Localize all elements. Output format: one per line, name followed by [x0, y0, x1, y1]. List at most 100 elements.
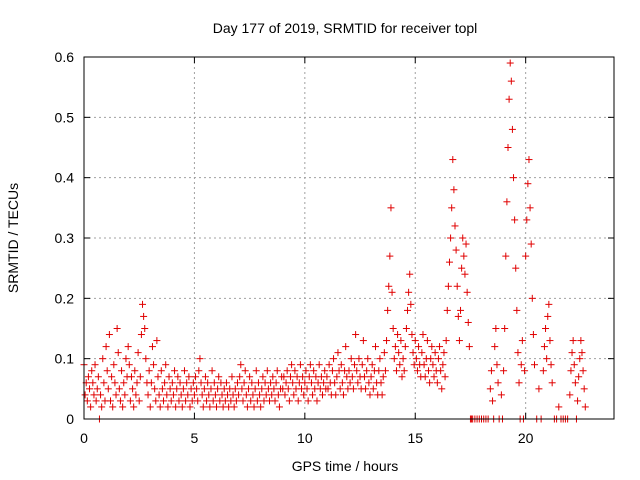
data-point	[132, 391, 140, 399]
data-point	[249, 391, 257, 399]
data-point	[230, 403, 238, 411]
data-point	[192, 373, 200, 381]
data-point	[153, 337, 161, 345]
data-point	[434, 355, 442, 363]
data-point	[196, 355, 204, 363]
y-axis-label: SRMTID / TECUs	[5, 183, 21, 293]
data-point	[463, 288, 471, 296]
data-point	[406, 270, 414, 278]
data-point	[545, 300, 553, 308]
data-point	[438, 385, 446, 393]
data-point	[526, 204, 534, 212]
data-point	[462, 240, 470, 248]
data-point	[134, 349, 142, 357]
data-point	[524, 180, 532, 188]
data-point	[407, 300, 415, 308]
data-point	[148, 343, 156, 351]
data-point	[290, 391, 298, 399]
data-point	[194, 397, 202, 405]
y-tick-label: 0.2	[55, 290, 75, 306]
data-point	[124, 343, 132, 351]
data-point	[167, 397, 175, 405]
data-point	[323, 373, 331, 381]
data-point	[513, 306, 521, 314]
data-point	[531, 361, 538, 369]
data-point	[126, 397, 134, 405]
data-point	[130, 403, 138, 411]
data-point	[325, 361, 333, 369]
data-point	[88, 367, 96, 375]
data-point	[388, 288, 396, 296]
data-point	[169, 391, 177, 399]
data-point	[421, 373, 429, 381]
data-point	[207, 385, 215, 393]
data-point	[102, 343, 110, 351]
data-point	[247, 397, 255, 405]
data-point	[176, 379, 184, 387]
data-point	[415, 343, 423, 351]
data-point	[381, 367, 389, 375]
data-point	[140, 312, 148, 320]
data-point	[428, 343, 436, 351]
data-point	[529, 331, 537, 339]
data-point	[396, 361, 404, 369]
data-point	[515, 379, 523, 387]
data-point	[165, 373, 173, 381]
data-point	[305, 373, 313, 381]
data-point	[118, 367, 126, 375]
data-point	[365, 379, 373, 387]
data-point	[93, 385, 101, 393]
data-point	[399, 355, 407, 363]
data-point	[459, 234, 467, 242]
data-point	[319, 391, 326, 399]
data-point	[338, 379, 346, 387]
data-point	[535, 385, 543, 393]
data-point	[259, 373, 267, 381]
data-point	[363, 367, 371, 375]
data-point	[252, 367, 260, 375]
data-point	[346, 379, 354, 387]
data-point	[333, 373, 341, 381]
data-point	[355, 355, 363, 363]
data-point	[425, 367, 432, 375]
data-point	[354, 379, 362, 387]
data-point	[364, 355, 372, 363]
data-point	[427, 355, 435, 363]
data-point	[97, 391, 105, 399]
x-axis-label: GPS time / hours	[292, 458, 399, 474]
data-point	[366, 391, 374, 399]
data-point	[142, 355, 150, 363]
data-point	[289, 379, 297, 387]
data-point	[91, 361, 99, 369]
data-point	[256, 391, 264, 399]
data-point	[242, 391, 250, 399]
data-point	[240, 379, 248, 387]
data-point	[440, 349, 448, 357]
data-point	[257, 403, 265, 411]
data-point	[271, 397, 279, 405]
data-point	[215, 373, 223, 381]
data-point	[400, 367, 408, 375]
data-point	[86, 385, 94, 393]
data-point	[115, 385, 123, 393]
data-point	[263, 367, 271, 375]
data-point	[510, 174, 518, 182]
data-point	[273, 367, 281, 375]
data-point	[156, 403, 164, 411]
data-point	[385, 282, 393, 290]
data-point	[127, 373, 135, 381]
data-point	[163, 391, 171, 399]
data-point	[302, 367, 310, 375]
data-point	[222, 379, 230, 387]
data-point	[445, 258, 453, 266]
data-point	[486, 385, 494, 393]
data-point	[129, 385, 137, 393]
data-point	[284, 385, 292, 393]
data-point	[152, 397, 160, 405]
data-point	[395, 349, 403, 357]
data-point	[109, 403, 117, 411]
data-point	[512, 264, 520, 272]
data-point	[384, 306, 392, 314]
data-point	[547, 361, 555, 369]
data-point	[150, 361, 158, 369]
